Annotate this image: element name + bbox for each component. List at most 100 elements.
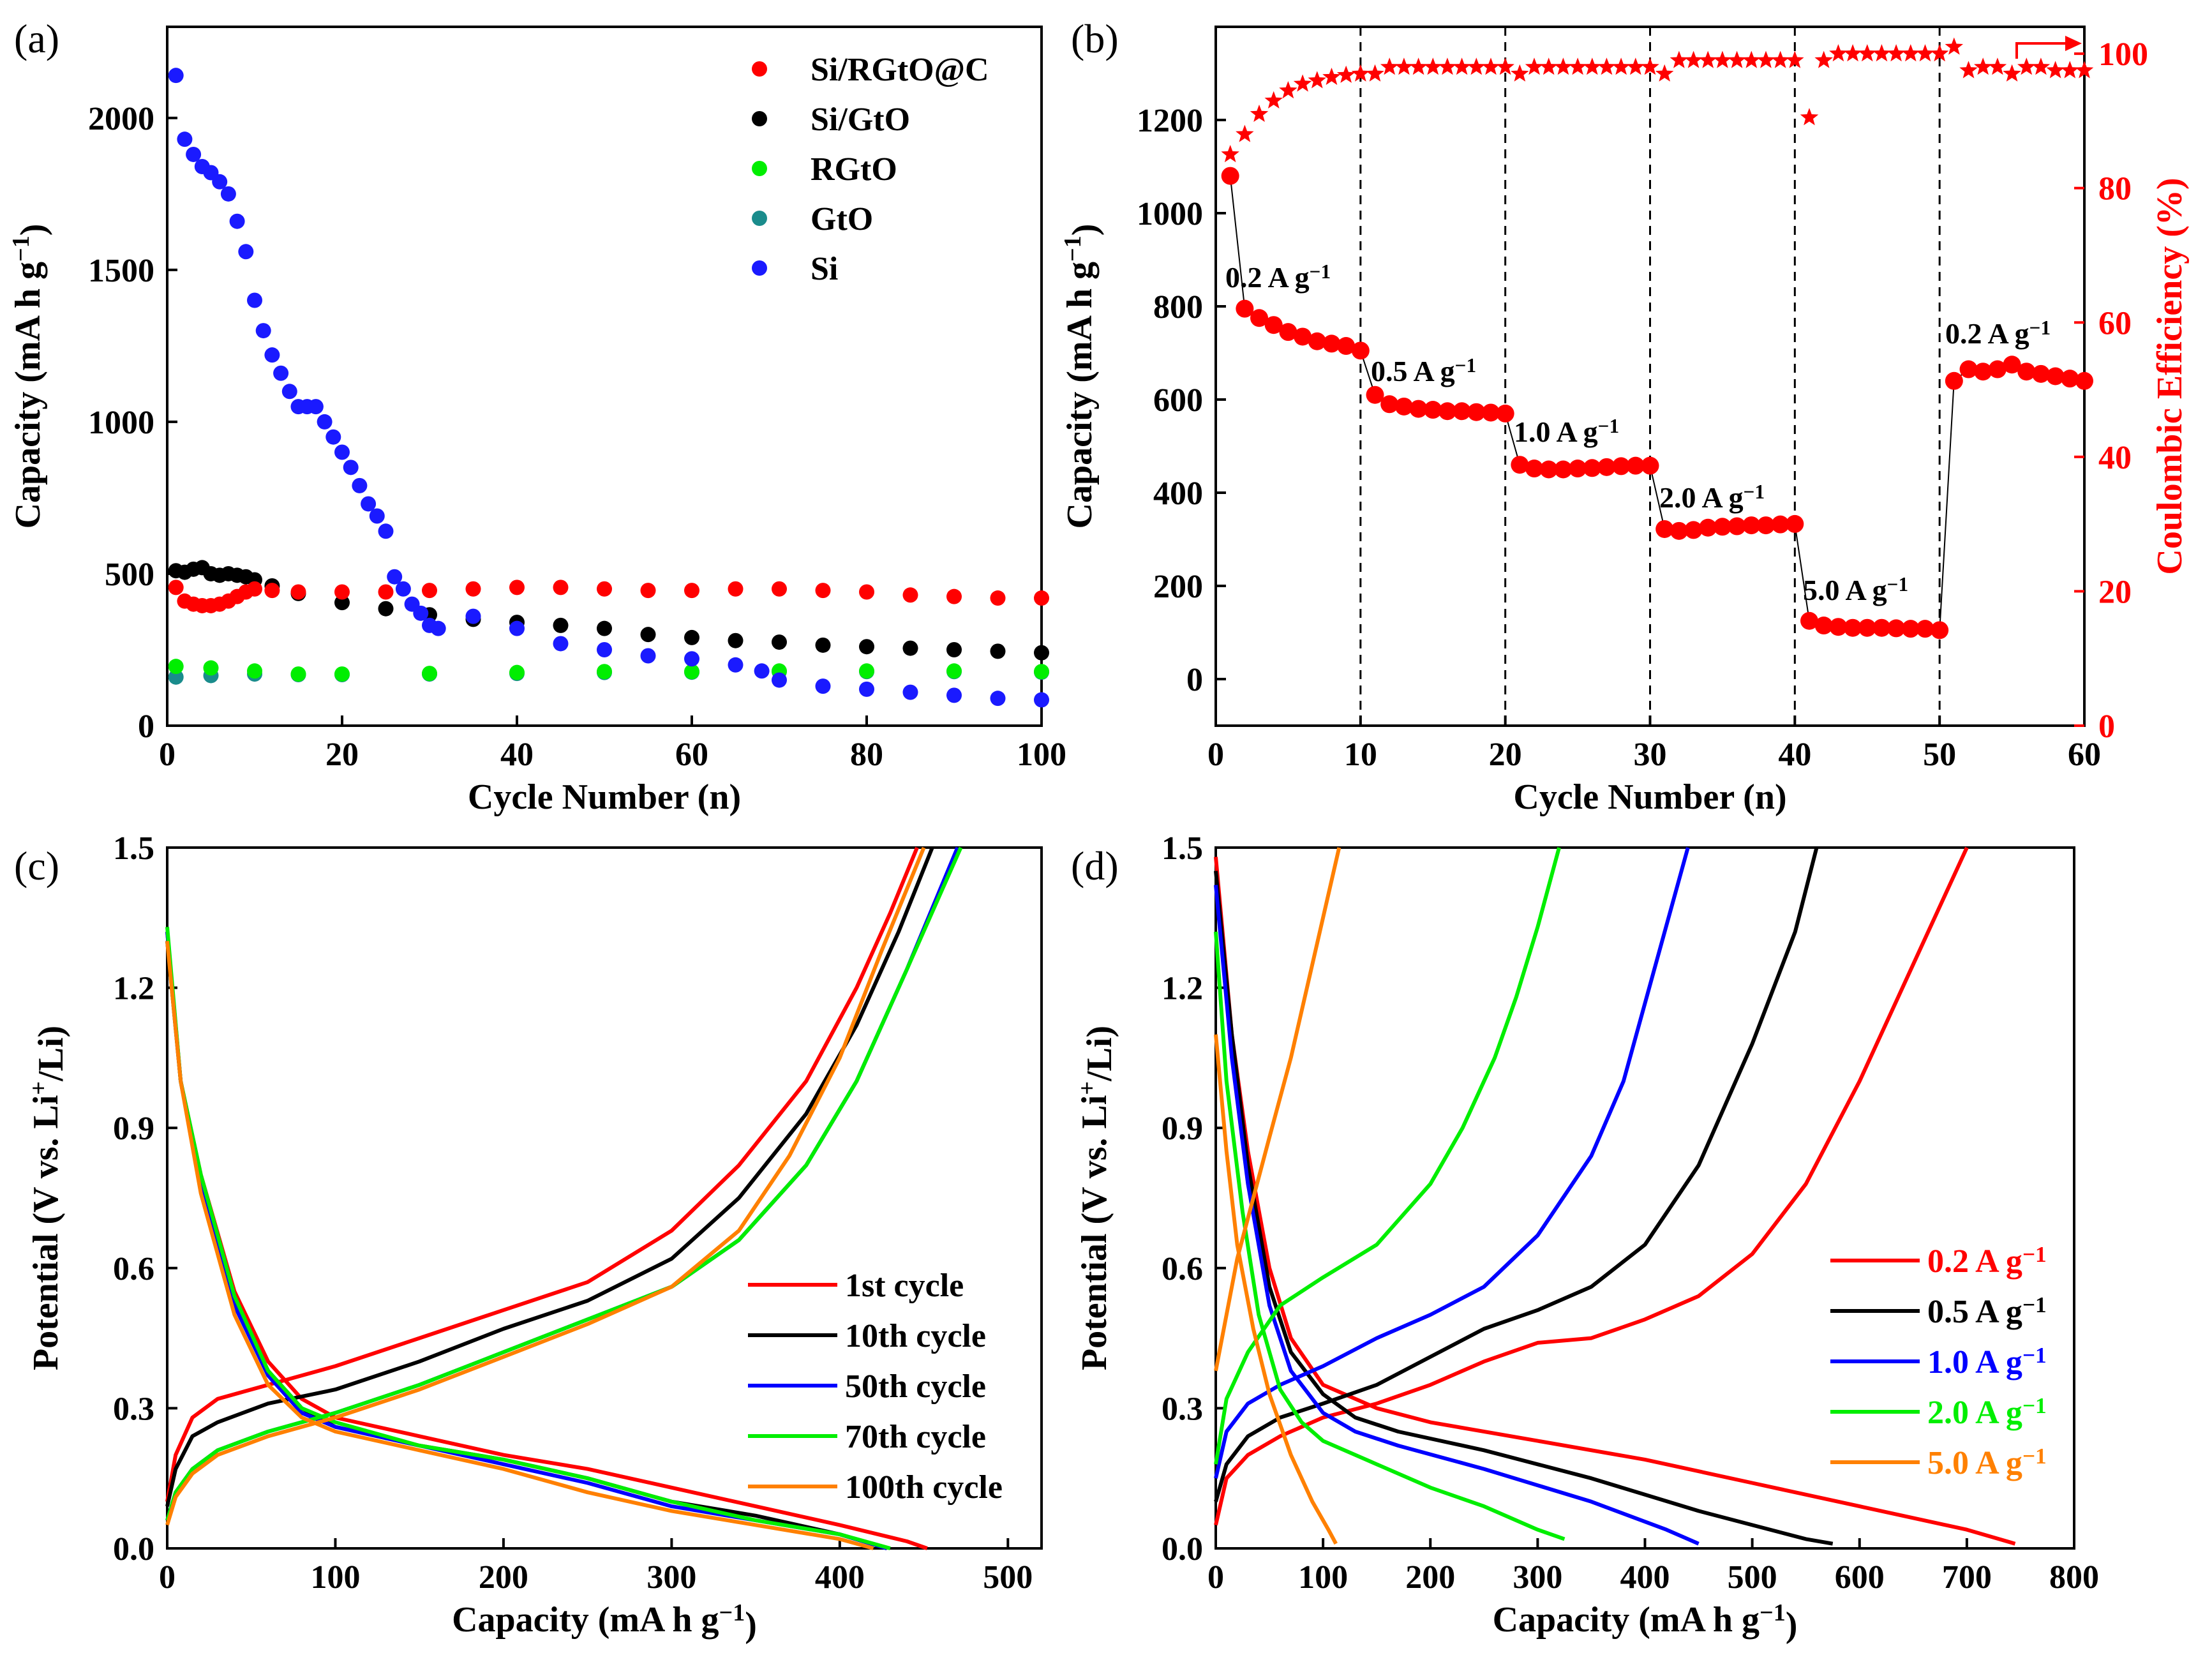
data-point-sigto	[728, 632, 744, 648]
y-tick-label-b: 800	[1153, 289, 1203, 326]
charge-curve-02ag	[1214, 846, 1969, 1526]
legend-label-a: Si	[811, 251, 838, 287]
coulombic-efficiency-point	[1655, 64, 1674, 82]
data-point-sirgtoc	[334, 584, 350, 600]
y-tick-label-a: 0	[138, 708, 154, 745]
capacity-data-point	[1988, 360, 2006, 378]
capacity-data-point	[1322, 334, 1341, 353]
y-tick-label-b: 400	[1153, 475, 1203, 512]
legend-label-a: GtO	[811, 201, 873, 237]
data-point-sirgtoc	[509, 580, 525, 595]
y-axis-label-d: Potential (V vs. Li+​/Li)	[1074, 1026, 1119, 1370]
capacity-data-point	[1467, 403, 1486, 421]
data-point-sirgtoc	[422, 583, 437, 599]
capacity-data-point	[1612, 457, 1631, 475]
coulombic-efficiency-point	[1901, 44, 1920, 62]
coulombic-efficiency-point	[1872, 44, 1891, 62]
x-tick-label-a: 100	[1017, 737, 1066, 773]
panel-label-a: (a)	[14, 16, 59, 61]
coulombic-efficiency-point	[1626, 57, 1645, 75]
data-point-sigto	[597, 620, 612, 636]
legend-label-c: 50th cycle	[845, 1368, 986, 1405]
data-point-si	[465, 608, 481, 624]
capacity-data-point	[2017, 363, 2036, 381]
charge-curve-100thcycle	[165, 846, 926, 1526]
coulombic-efficiency-point	[1684, 50, 1703, 68]
charge-curve-50ag	[1214, 847, 1341, 1372]
legend-label-c: 70th cycle	[845, 1419, 986, 1455]
legend-label-c: 100th cycle	[845, 1469, 1003, 1506]
data-point-si	[325, 429, 341, 445]
charge-curve-05ag	[1214, 847, 1819, 1502]
coulombic-efficiency-point	[1467, 57, 1486, 75]
data-point-si	[772, 672, 787, 688]
data-point-si	[946, 687, 962, 703]
data-point-sirgtoc	[290, 584, 306, 600]
x-axis-label-c: Capacity (mA h g−1​)	[452, 1599, 757, 1645]
capacity-data-point	[1236, 299, 1254, 318]
capacity-data-point	[1872, 618, 1891, 637]
data-point-sigto	[772, 634, 787, 650]
data-point-si	[281, 384, 297, 400]
rate-label: 0.5 A g−1​	[1371, 354, 1476, 387]
y-tick-label-c: 1.5	[113, 830, 154, 867]
charge-curve-70thcycle	[165, 846, 963, 1521]
y-axis-label-a: Capacity (mA h g−1​)	[8, 224, 53, 529]
x-tick-label-b: 0	[1207, 737, 1224, 773]
rate-label: 5.0 A g−1​	[1803, 573, 1908, 606]
legend-marker-a	[752, 61, 767, 77]
data-point-rgto	[1034, 664, 1049, 680]
data-point-si	[273, 365, 289, 381]
y-tick-label-b: 1000	[1137, 196, 1203, 232]
x-tick-label-d: 300	[1513, 1559, 1562, 1596]
capacity-data-point	[1394, 397, 1413, 415]
data-point-sirgtoc	[859, 584, 874, 600]
coulombic-efficiency-point	[1786, 50, 1804, 68]
coulombic-efficiency-point	[1380, 57, 1399, 75]
data-point-si	[308, 399, 324, 415]
data-point-sigto	[553, 617, 569, 633]
data-point-si	[902, 684, 918, 700]
x-tick-label-c: 100	[310, 1559, 360, 1596]
data-point-sigto	[990, 643, 1006, 659]
coulombic-efficiency-point	[1771, 50, 1790, 68]
capacity-data-point	[1771, 515, 1790, 534]
coulombic-efficiency-point	[1670, 50, 1689, 68]
data-point-sirgtoc	[902, 587, 918, 603]
legend-label-d: 0.5 A g−1​	[1927, 1292, 2047, 1330]
capacity-data-point	[1424, 401, 1442, 419]
capacity-data-point	[1945, 371, 1963, 390]
capacity-data-point	[1250, 309, 1269, 327]
capacity-data-point	[1931, 621, 1949, 640]
plot-frame-a	[166, 26, 1043, 727]
capacity-data-point	[1279, 323, 1297, 341]
data-point-si	[168, 68, 184, 84]
data-point-si	[220, 186, 236, 202]
coulombic-efficiency-point	[1988, 57, 2007, 75]
data-point-si	[430, 620, 446, 636]
rate-label: 0.2 A g−1​	[1945, 317, 2051, 350]
x-tick-label-a: 60	[675, 737, 708, 773]
capacity-data-point	[2031, 364, 2050, 383]
y-tick-label-d: 0.9	[1162, 1111, 1203, 1147]
panel-label-b: (b)	[1071, 16, 1119, 61]
data-point-rgto	[509, 664, 525, 680]
y2-tick-label-b: 40	[2098, 440, 2132, 476]
data-point-rgto	[597, 664, 612, 680]
coulombic-efficiency-point	[2017, 57, 2036, 75]
discharge-curve-70thcycle	[165, 927, 891, 1550]
capacity-data-point	[1337, 337, 1356, 356]
capacity-data-point	[1858, 618, 1876, 637]
data-point-rgto	[946, 663, 962, 679]
x-tick-label-d: 700	[1942, 1559, 1992, 1596]
data-point-si	[815, 678, 831, 694]
data-point-rgto	[168, 659, 184, 675]
data-point-sirgtoc	[168, 580, 184, 595]
x-tick-label-c: 300	[646, 1559, 696, 1596]
data-point-sirgtoc	[728, 581, 744, 597]
capacity-connector-line	[1229, 176, 2085, 631]
legend-label-a: RGtO	[811, 151, 897, 188]
data-point-sirgtoc	[553, 580, 569, 595]
coulombic-efficiency-point	[2003, 64, 2021, 82]
y2-tick-label-b: 60	[2098, 305, 2132, 341]
